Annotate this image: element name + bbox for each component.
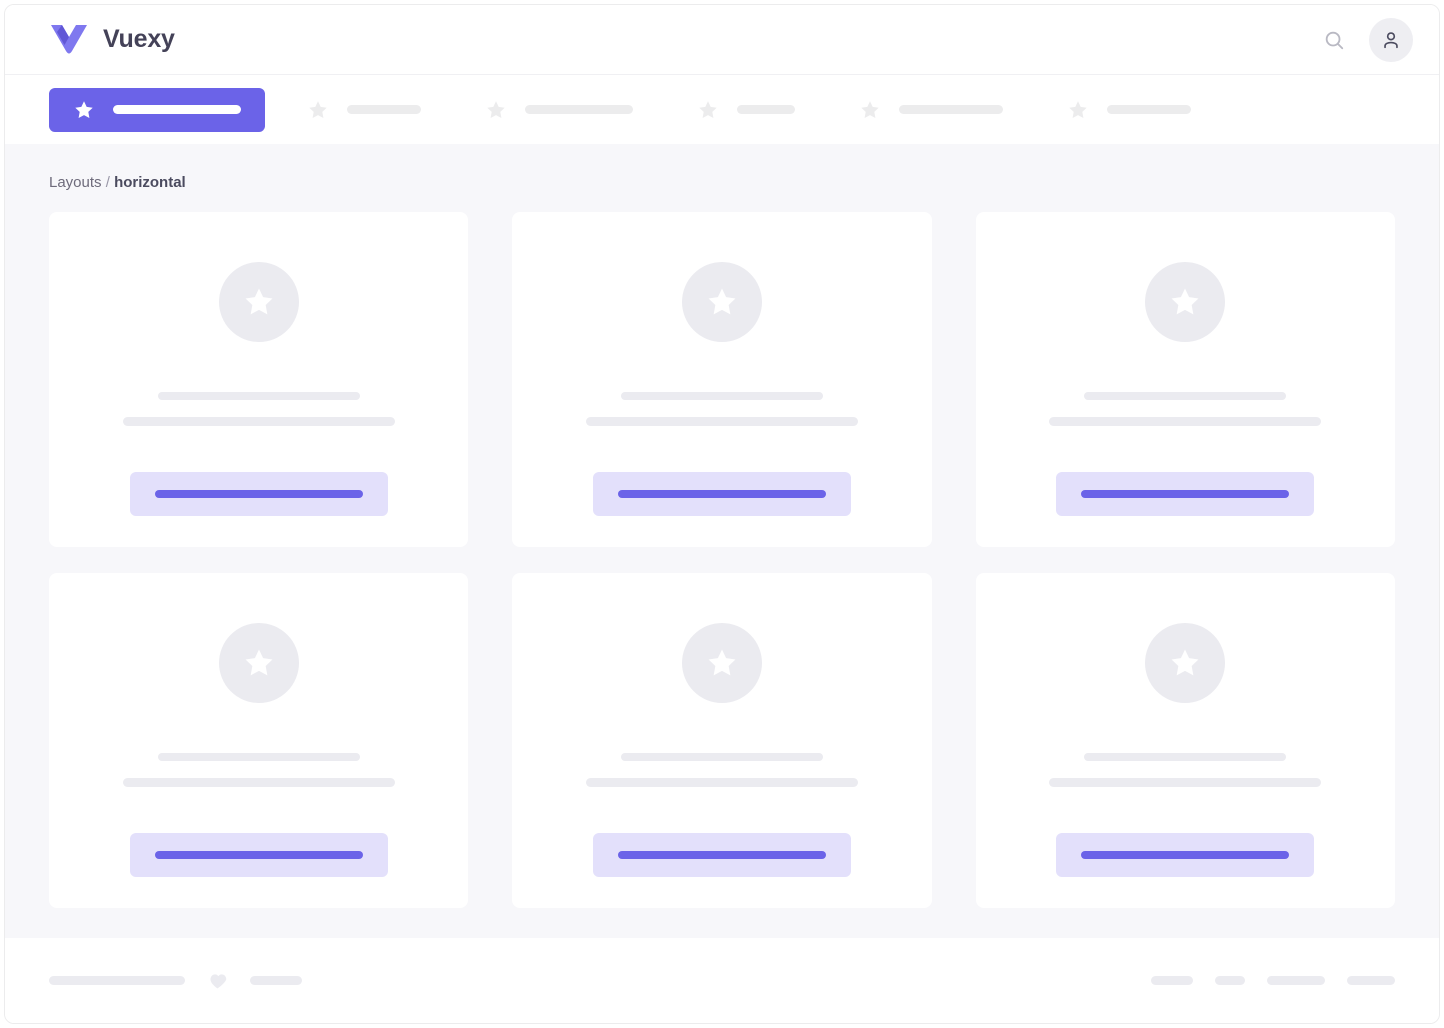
footer-right-group — [1151, 976, 1395, 985]
nav-item-5[interactable] — [1045, 88, 1213, 132]
card-action-button[interactable] — [1056, 833, 1315, 877]
card-subtitle-placeholder — [1049, 417, 1322, 426]
card-avatar — [218, 262, 299, 342]
card-5[interactable] — [975, 573, 1395, 908]
footer-link-placeholder-2[interactable] — [1215, 976, 1245, 985]
card-3[interactable] — [49, 573, 469, 908]
card-action-button[interactable] — [1056, 472, 1315, 516]
star-icon — [699, 100, 717, 118]
nav-item-3[interactable] — [675, 88, 817, 132]
search-icon[interactable] — [1323, 29, 1345, 51]
card-avatar — [1145, 623, 1226, 703]
user-icon — [1384, 31, 1398, 48]
breadcrumb-current: horizontal — [114, 174, 186, 191]
brand-name: Vuexy — [103, 25, 175, 53]
footer-link-placeholder-3[interactable] — [1267, 976, 1325, 985]
star-icon — [245, 288, 273, 315]
heart-icon — [210, 974, 227, 989]
vuexy-v-logo-icon — [51, 24, 87, 53]
card-title-placeholder — [1084, 392, 1287, 400]
footer-link-placeholder-4[interactable] — [1347, 976, 1395, 985]
avatar[interactable] — [1369, 17, 1413, 62]
star-icon — [245, 649, 273, 676]
app-header: Vuexy — [5, 5, 1439, 75]
footer-text-placeholder-1 — [49, 976, 185, 985]
breadcrumb-parent[interactable]: Layouts — [49, 174, 102, 191]
main-content: Layouts / horizontal — [5, 144, 1439, 938]
footer-text-placeholder-2 — [250, 976, 302, 985]
card-title-placeholder — [1084, 753, 1287, 761]
card-avatar — [218, 623, 299, 703]
nav-item-label-placeholder — [1107, 105, 1191, 114]
nav-item-label-placeholder — [347, 105, 421, 114]
star-icon — [309, 100, 327, 118]
card-subtitle-placeholder — [122, 778, 395, 787]
card-avatar — [681, 623, 762, 703]
card-subtitle-placeholder — [585, 417, 858, 426]
card-1[interactable] — [512, 212, 932, 547]
nav-item-label-placeholder — [899, 105, 1003, 114]
card-action-button[interactable] — [129, 472, 388, 516]
brand-logo-group[interactable]: Vuexy — [49, 23, 175, 57]
card-title-placeholder — [620, 392, 823, 400]
card-button-label-placeholder — [617, 851, 826, 859]
nav-item-label-placeholder — [525, 105, 633, 114]
header-actions — [1323, 17, 1413, 62]
star-icon — [75, 100, 93, 118]
card-2[interactable] — [975, 212, 1395, 547]
card-action-button[interactable] — [129, 833, 388, 877]
nav-item-0[interactable] — [49, 87, 265, 132]
star-icon — [708, 288, 736, 315]
breadcrumb: Layouts / horizontal — [49, 174, 1395, 191]
card-button-label-placeholder — [1081, 490, 1290, 498]
card-button-label-placeholder — [617, 490, 826, 498]
card-4[interactable] — [512, 573, 932, 908]
card-title-placeholder — [157, 392, 360, 400]
card-grid — [49, 212, 1395, 908]
card-action-button[interactable] — [592, 472, 851, 516]
card-button-label-placeholder — [1081, 851, 1290, 859]
card-subtitle-placeholder — [1049, 778, 1322, 787]
star-icon — [1171, 649, 1199, 676]
card-button-label-placeholder — [154, 851, 363, 859]
card-subtitle-placeholder — [585, 778, 858, 787]
nav-item-2[interactable] — [463, 88, 655, 132]
nav-item-1[interactable] — [285, 88, 443, 132]
star-icon — [708, 649, 736, 676]
star-icon — [861, 100, 879, 118]
card-subtitle-placeholder — [122, 417, 395, 426]
card-avatar — [681, 262, 762, 342]
star-icon — [487, 100, 505, 118]
star-icon — [1171, 288, 1199, 315]
nav-item-label-placeholder — [737, 105, 795, 114]
card-avatar — [1145, 262, 1226, 342]
card-button-label-placeholder — [154, 490, 363, 498]
card-action-button[interactable] — [592, 833, 851, 877]
star-icon — [1069, 100, 1087, 118]
footer-link-placeholder-1[interactable] — [1151, 976, 1193, 985]
app-footer — [5, 938, 1439, 1023]
footer-left-group — [49, 970, 302, 991]
nav-item-label-placeholder — [113, 105, 241, 114]
main-navigation — [5, 75, 1439, 144]
breadcrumb-separator: / — [105, 174, 110, 191]
card-title-placeholder — [157, 753, 360, 761]
card-0[interactable] — [49, 212, 469, 547]
app-window: Vuexy — [4, 4, 1440, 1024]
nav-item-4[interactable] — [837, 88, 1025, 132]
card-title-placeholder — [620, 753, 823, 761]
